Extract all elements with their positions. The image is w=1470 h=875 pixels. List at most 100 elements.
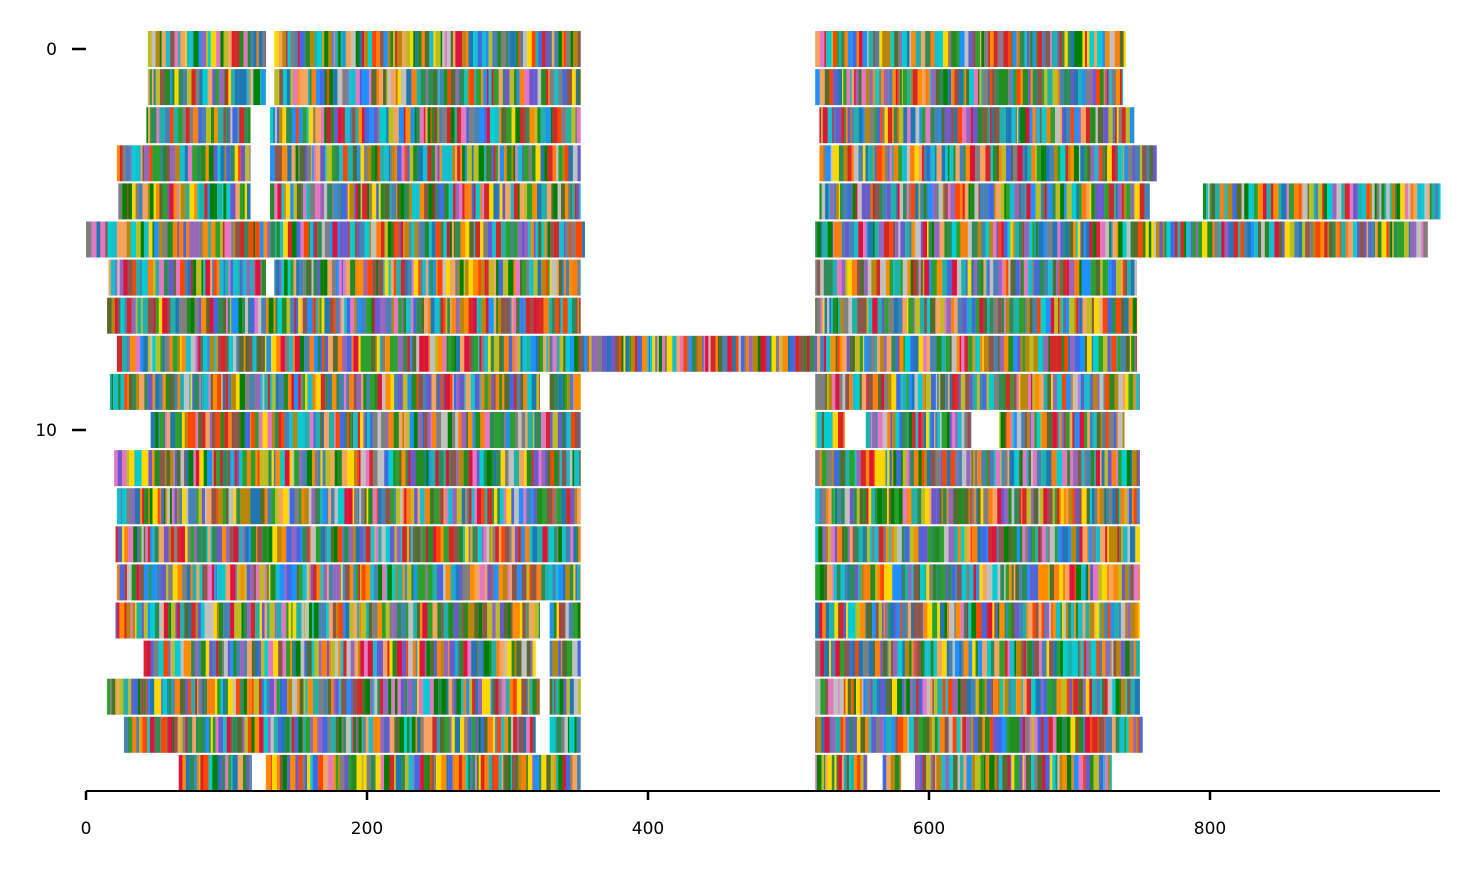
stripe [476,641,477,677]
stripe [263,31,266,67]
stripe [988,488,992,524]
stripe [1124,31,1126,67]
stripe [871,717,876,753]
stripe [371,145,375,181]
stripe [1053,260,1057,296]
stripe [966,145,970,181]
stripe [1064,412,1065,448]
stripe [926,145,929,181]
stripe [825,183,829,219]
stripe [142,526,144,562]
stripe [389,755,394,791]
stripe [815,31,820,67]
stripe [1032,641,1034,677]
stripe [173,564,178,600]
stripe [143,374,145,410]
stripe [1019,298,1024,334]
stripe [923,260,924,296]
stripe [948,69,952,105]
stripe [919,107,921,143]
stripe [1404,222,1409,258]
stripe [912,564,914,600]
stripe [292,450,294,486]
stripe [1023,679,1027,715]
stripe [379,69,383,105]
stripe [1065,298,1067,334]
stripe [705,336,708,372]
stripe [1031,183,1036,219]
stripe [924,641,927,677]
stripe [908,298,913,334]
stripe [177,183,179,219]
stripe [1080,222,1082,258]
stripe [1149,222,1152,258]
stripe [513,260,515,296]
stripe [496,260,499,296]
stripe [466,412,468,448]
stripe [1060,755,1063,791]
stripe [504,374,509,410]
stripe [566,31,571,67]
stripe [226,183,228,219]
stripe [883,107,885,143]
stripe [353,526,355,562]
stripe [430,488,432,524]
stripe [254,679,259,715]
stripe [325,374,329,410]
stripe [718,336,722,372]
stripe [268,450,271,486]
stripe [348,755,351,791]
stripe [1042,641,1047,677]
stripe [556,755,558,791]
stripe [506,679,510,715]
stripe [263,374,265,410]
stripe [495,717,497,753]
stripe [447,222,450,258]
stripe [1014,755,1019,791]
stripe [896,69,898,105]
stripe [1097,222,1100,258]
stripe [430,679,434,715]
stripe [179,298,182,334]
stripe [555,298,559,334]
stripe [345,564,350,600]
stripe [1076,526,1079,562]
stripe [1105,450,1109,486]
stripe [1121,298,1122,334]
stripe [1063,526,1068,562]
stripe [227,641,228,677]
stripe [389,260,391,296]
stripe [1051,374,1053,410]
stripe [180,260,185,296]
stripe [439,145,442,181]
stripe [295,336,300,372]
stripe [127,564,132,600]
stripe [1122,298,1125,334]
stripe [922,69,925,105]
stripe [1060,641,1063,677]
stripe [575,564,577,600]
stripe [971,412,972,448]
stripe [1105,145,1108,181]
stripe [960,336,962,372]
stripe [822,222,827,258]
stripe [898,717,903,753]
stripe [191,526,194,562]
stripe [1107,336,1110,372]
stripe [852,260,857,296]
stripe [954,145,956,181]
stripe [192,145,197,181]
stripe [392,145,395,181]
stripe [1115,145,1118,181]
stripe [1135,603,1138,639]
stripe [976,488,977,524]
stripe [864,755,867,791]
stripe [226,107,229,143]
stripe [524,69,529,105]
stripe [1031,450,1033,486]
stripe [915,145,919,181]
stripe [914,450,919,486]
stripe [1368,222,1370,258]
stripe [325,336,328,372]
stripe [425,222,429,258]
